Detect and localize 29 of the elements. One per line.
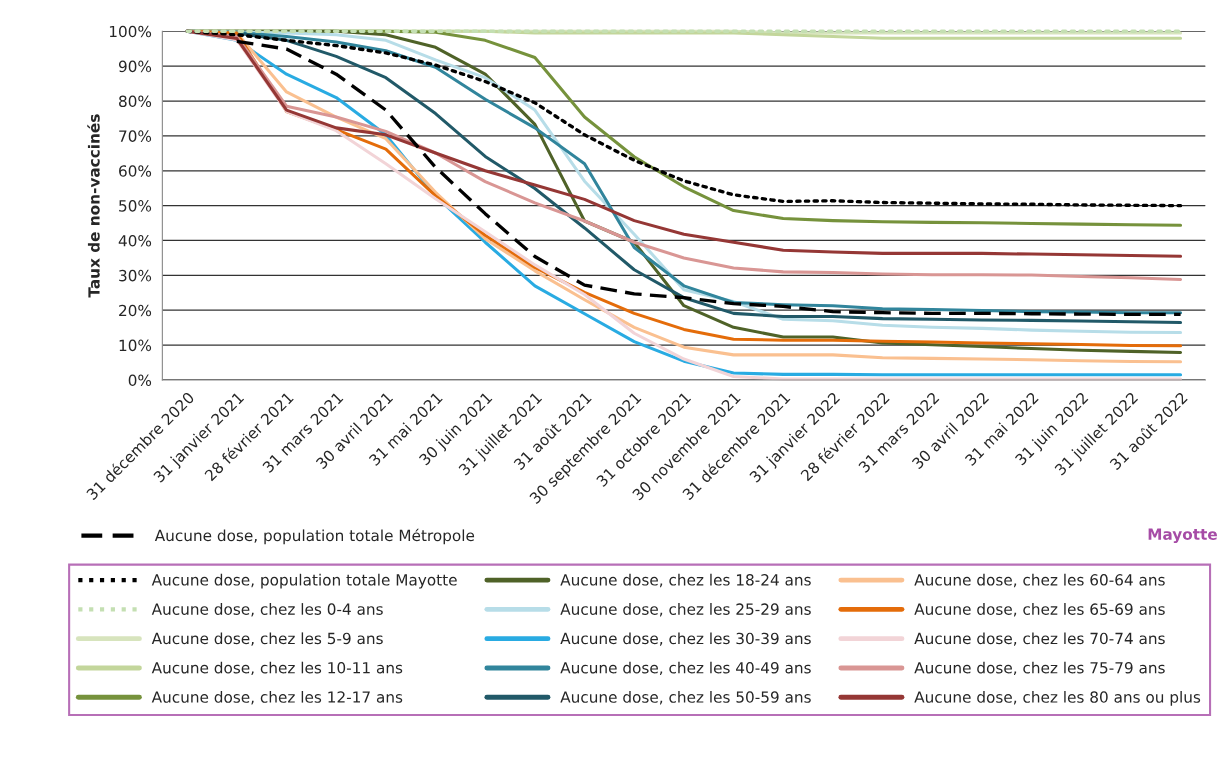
legend-label: Aucune dose, population totale Métropole xyxy=(154,528,475,545)
legend-label: Aucune dose, chez les 50-59 ans xyxy=(560,691,811,705)
y-tick-label: 90% xyxy=(118,60,152,73)
legend-label: Aucune dose, chez les 80 ans ou plus xyxy=(914,691,1201,706)
y-tick-label: 60% xyxy=(119,165,152,177)
legend-label: Aucune dose, chez les 18-24 ans xyxy=(560,573,811,588)
legend-label: Aucune dose, population totale Mayotte xyxy=(151,573,457,589)
y-tick-label: 50% xyxy=(119,200,152,212)
legend-label: Aucune dose, chez les 40-49 ans xyxy=(560,661,811,676)
legend-label: Aucune dose, chez les 65-69 ans xyxy=(914,603,1165,617)
y-tick-label: 0% xyxy=(128,374,152,386)
legend-label: Aucune dose, chez les 75-79 ans xyxy=(914,661,1165,676)
y-axis-title: Taux de non-vaccinés xyxy=(87,114,100,298)
y-tick-label: 30% xyxy=(119,269,152,282)
y-tick-label: 10% xyxy=(119,339,152,352)
y-tick-label: 70% xyxy=(119,130,152,142)
legend-label: Aucune dose, chez les 10-11 ans xyxy=(151,661,403,676)
legend-label: Aucune dose, chez les 60-64 ans xyxy=(914,573,1165,588)
y-tick-label: 80% xyxy=(119,95,152,108)
legend-label: Aucune dose, chez les 12-17 ans xyxy=(151,691,403,705)
legend-label: Aucune dose, chez les 0-4 ans xyxy=(151,603,383,617)
y-tick-label: 100% xyxy=(109,25,152,38)
legend-label: Aucune dose, chez les 30-39 ans xyxy=(560,632,811,646)
legend-label: Aucune dose, chez les 25-29 ans xyxy=(560,603,811,617)
legend-label: Aucune dose, chez les 5-9 ans xyxy=(151,632,383,646)
legend-label: Aucune dose, chez les 70-74 ans xyxy=(914,632,1165,646)
y-tick-label: 20% xyxy=(119,304,152,317)
text: Mayotte xyxy=(1148,528,1217,544)
y-tick-label: 40% xyxy=(118,234,152,247)
